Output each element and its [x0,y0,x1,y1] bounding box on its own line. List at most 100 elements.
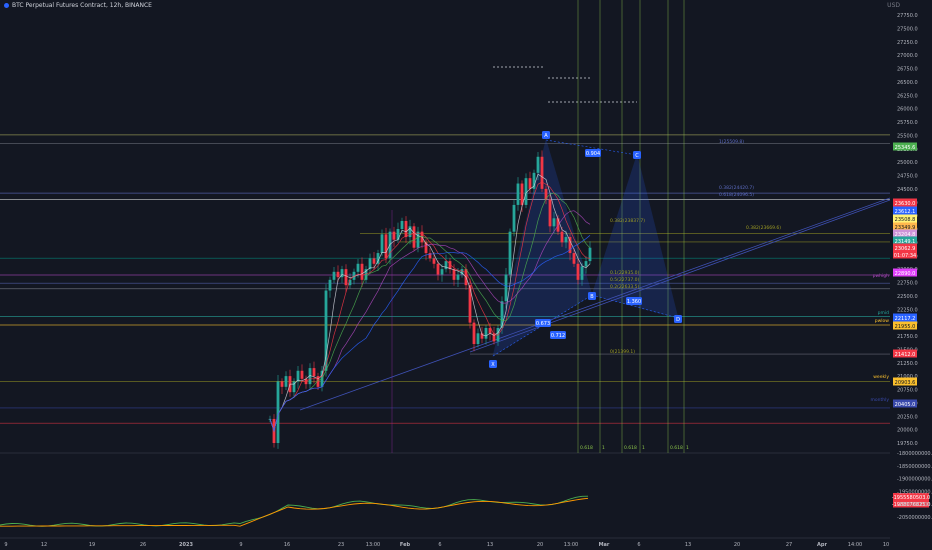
candle-body [560,231,564,243]
symbol-title: BTC Perpetual Futures Contract, 12h, BIN… [12,2,152,9]
candle-body [468,285,472,323]
indicator-line-fast [0,495,589,527]
price-badge-text: 23612.1 [895,209,916,215]
indicator-tick-label: -1850000000.0 [897,464,932,470]
candle-body [360,263,364,280]
price-badge-text: 21412.0 [895,352,916,358]
candle-body [276,381,280,443]
candle-body [576,263,580,280]
price-tick-label: 21250.0 [897,361,918,367]
price-badge-text: 23508.8 [895,217,916,223]
candle-body [312,368,316,377]
pattern-point-badge [489,360,497,368]
pattern-xb-line [492,294,593,357]
fib-level-label: 0.382(24420.7) [719,185,754,191]
price-tick-label: 22750.0 [897,281,918,287]
price-tick-label: 19750.0 [897,441,918,447]
price-badge-text: 01:07:34 [894,253,916,259]
candle-body [472,322,476,345]
candle-body [340,269,344,278]
candle-body [532,172,536,189]
candle-body [524,178,528,205]
moving-average-line [269,173,591,433]
candle-body [432,258,436,264]
price-badge-text: 23349.9 [895,225,916,231]
candle-body [544,188,548,200]
price-tick-label: 26000.0 [897,107,918,113]
indicator-badge [893,500,929,508]
candle-body [500,301,504,328]
price-tick-label: 20750.0 [897,388,918,394]
pattern-point-badge [674,315,682,323]
candle-body [584,261,588,267]
candle-body [372,258,376,264]
currency-label: USD [887,2,900,9]
time-axis[interactable]: 9 12 19 26 2023 9 16 23 13:00 Feb 6 13 20 13:00 Mar 6 13… [4,542,889,548]
candle-body [460,269,464,275]
candle-body [356,263,360,272]
time-tick-label: 13 [487,542,493,548]
fib-level-label: 1(25509.8) [719,139,744,145]
candle-body [328,279,332,291]
fib-level-label: 0.382(23669.6) [746,225,781,231]
time-tick-label: 20 [537,542,543,548]
time-tick-label: 12 [41,542,47,548]
pattern-ratio-label: 1.360 [627,299,641,305]
time-tick-label: 2023 [179,542,193,548]
time-fib-label: 1 [686,445,689,451]
symbol-logo-icon [4,3,9,8]
pattern-point-label: B [590,294,594,300]
symbol-header[interactable]: BTC Perpetual Futures Contract, 12h, BIN… [4,2,152,9]
pattern-point-label: C [635,153,639,159]
price-badge [893,236,917,245]
time-tick-label: 13:00 [366,542,380,548]
fib-level-label: 0.1(22935.0) [610,270,640,276]
price-badge-text: 23149.1 [895,239,916,245]
pattern-point-badge [542,131,550,139]
candle-body [412,226,416,248]
horizontal-levels [0,66,890,424]
pattern-ratio-badge [550,331,566,339]
candle-body [452,269,456,280]
price-tick-label: 26750.0 [897,67,918,73]
level-name-label: monthly [870,397,889,403]
price-badge [893,214,917,223]
price-badge [893,243,917,252]
candle-body [368,258,372,270]
time-tick-label: 9 [4,542,7,548]
candle-body [476,333,480,345]
candle-body [428,253,432,259]
price-badge-text: 20405.0 [895,402,916,408]
level-name-label: pmid [878,310,889,316]
candle-body [324,290,328,371]
candle-body [392,231,396,240]
candle-body [376,253,380,264]
candle-body [380,234,384,254]
level-name-label: pwlow [875,318,890,324]
moving-average-line [269,235,591,433]
time-fib-lines: 0.618 1 0.618 1 0.618 1 [391,0,689,453]
pattern-point-label: X [491,362,495,368]
time-tick-label: 26 [140,542,146,548]
candle-body [516,183,520,205]
price-badge [893,321,917,330]
indicator-tick-label: -2000000000.0 [897,502,932,508]
price-badge [893,250,917,259]
pattern-bcd-triangle [591,153,679,319]
candle-body [540,156,544,189]
time-tick-label: 6 [637,542,640,548]
price-badge [893,198,917,207]
time-tick-label: 23 [338,542,344,548]
pattern-bd-line [591,294,679,319]
candle-body [424,242,428,254]
price-tick-label: 25750.0 [897,120,918,126]
candle-body [300,370,304,379]
time-tick-label: Mar [599,542,610,548]
price-badge-text: 20903.6 [895,380,916,386]
pattern-ratio-label: 0.904 [586,151,600,157]
candle-body [444,261,448,270]
price-axis[interactable]: 27750.0 27500.0 27250.0 27000.0 26750.0 26500… [893,13,932,521]
price-badge-text: 22890.0 [895,271,916,277]
